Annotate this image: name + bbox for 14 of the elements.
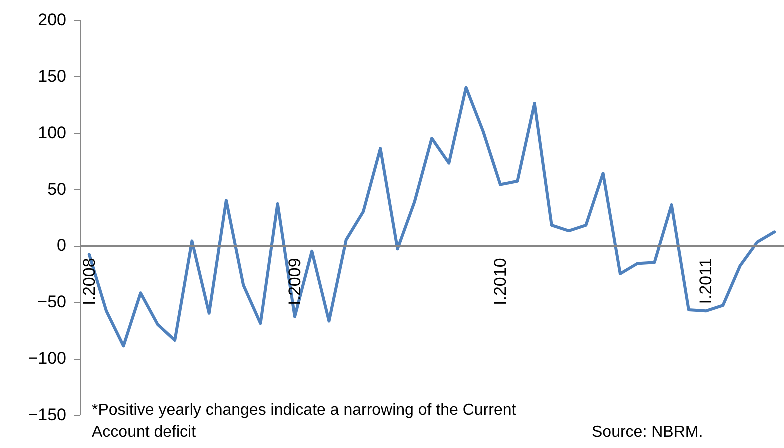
y-tick-label: 0	[57, 236, 66, 256]
y-tick-label: 50	[48, 180, 66, 199]
y-tick-label: −50	[38, 292, 66, 312]
source-note: Source: NBRM.	[592, 423, 704, 443]
y-tick-label: 200	[38, 10, 66, 30]
y-tick-label: 100	[38, 123, 66, 142]
y-tick-label: −150	[28, 406, 66, 424]
x-tick-label: I.2011	[696, 258, 716, 304]
y-tick-label: 150	[38, 66, 66, 86]
x-tick-label: I.2008	[80, 258, 99, 306]
annotation: *Positive yearly changes indicate a narrowing of the Current Account deficit	[92, 401, 518, 443]
x-tick-label: I.2010	[491, 258, 510, 306]
y-tick-label: −100	[28, 349, 66, 368]
x-tick-label: I.2009	[285, 258, 304, 306]
